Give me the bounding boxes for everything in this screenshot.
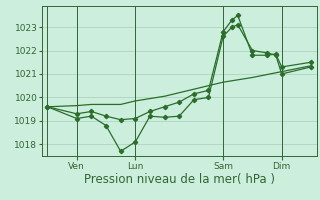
X-axis label: Pression niveau de la mer( hPa ): Pression niveau de la mer( hPa )	[84, 173, 275, 186]
